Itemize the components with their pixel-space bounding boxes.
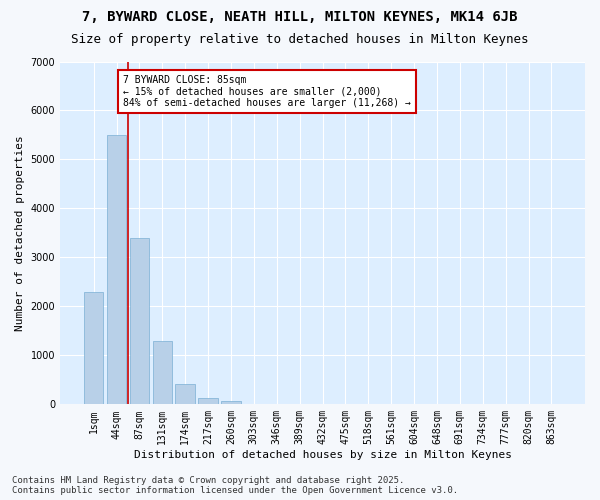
Text: 7, BYWARD CLOSE, NEATH HILL, MILTON KEYNES, MK14 6JB: 7, BYWARD CLOSE, NEATH HILL, MILTON KEYN… (82, 10, 518, 24)
Bar (84, 292, 103, 405)
Bar (130, 238, 149, 404)
Bar (152, 340, 172, 404)
Bar (107, 135, 126, 404)
Text: 7 BYWARD CLOSE: 85sqm
← 15% of detached houses are smaller (2,000)
84% of semi-d: 7 BYWARD CLOSE: 85sqm ← 15% of detached … (123, 75, 411, 108)
X-axis label: Distribution of detached houses by size in Milton Keynes: Distribution of detached houses by size … (134, 450, 512, 460)
Text: Contains HM Land Registry data © Crown copyright and database right 2025.
Contai: Contains HM Land Registry data © Crown c… (12, 476, 458, 495)
Bar (175, 384, 195, 404)
Text: Size of property relative to detached houses in Milton Keynes: Size of property relative to detached ho… (71, 32, 529, 46)
Bar (199, 398, 218, 404)
Bar (221, 402, 241, 404)
Y-axis label: Number of detached properties: Number of detached properties (15, 135, 25, 331)
